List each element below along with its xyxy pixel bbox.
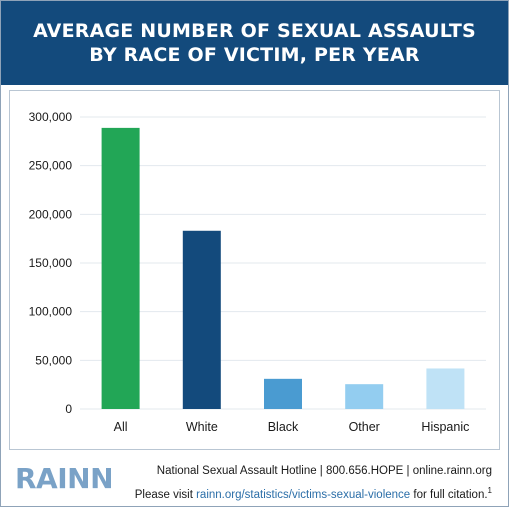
footer-citation: National Sexual Assault Hotline | 800.65… <box>135 462 492 505</box>
bar-hispanic <box>426 368 465 409</box>
x-tick-label: All <box>114 420 128 434</box>
y-tick-label: 0 <box>65 402 72 416</box>
footnote-marker: 1 <box>487 486 492 495</box>
x-tick-label: Hispanic <box>421 420 469 434</box>
bar-white <box>182 230 221 409</box>
y-tick-label: 50,000 <box>35 353 72 367</box>
bar-black <box>264 378 302 409</box>
rainn-logo: RAINN <box>15 462 114 495</box>
bar-other <box>345 384 384 409</box>
y-tick-label: 300,000 <box>29 110 73 124</box>
chart-title-line-2: BY RACE OF VICTIM, PER YEAR <box>89 44 420 66</box>
x-tick-label: Black <box>268 420 299 434</box>
y-tick-label: 200,000 <box>29 207 73 221</box>
y-tick-label: 100,000 <box>29 305 73 319</box>
chart-title-line-1: AVERAGE NUMBER OF SEXUAL ASSAULTS <box>33 20 476 42</box>
citation-prefix: Please visit <box>134 488 197 501</box>
citation-link[interactable]: rainn.org/statistics/victims-sexual-viol… <box>196 488 411 501</box>
chart-panel: 0 50,000 100,000 150,000 200,000 250,000 300,0… <box>9 90 500 450</box>
title-banner: AVERAGE NUMBER OF SEXUAL ASSAULTS BY RAC… <box>1 1 508 85</box>
y-tick-label: 150,000 <box>29 256 73 270</box>
bar-chart: 0 50,000 100,000 150,000 200,000 250,000 300,0… <box>29 110 486 434</box>
hotline-line: National Sexual Assault Hotline | 800.65… <box>156 465 492 477</box>
bar-all <box>101 127 140 409</box>
x-tick-label: Other <box>349 420 380 434</box>
citation-line: Please visit rainn.org/statistics/victim… <box>135 481 492 505</box>
x-tick-label: White <box>186 420 218 434</box>
y-tick-label: 250,000 <box>29 159 73 173</box>
citation-suffix: for full citation. <box>410 488 488 501</box>
